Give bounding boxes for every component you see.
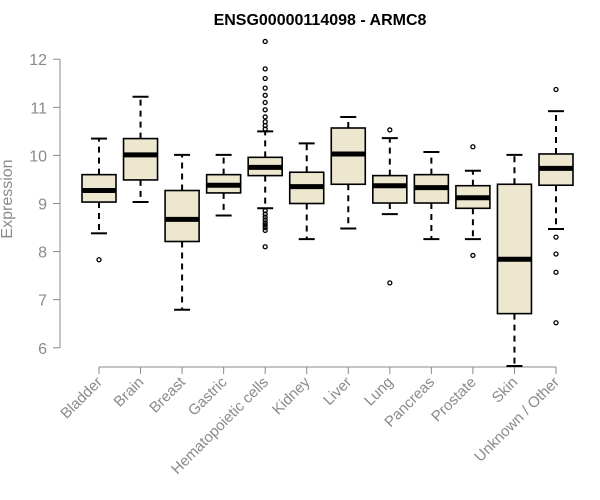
y-tick-label: 9 bbox=[38, 197, 47, 214]
x-tick-label: Skin bbox=[489, 374, 522, 407]
chart-title: ENSG00000114098 - ARMC8 bbox=[214, 12, 427, 29]
outlier-point bbox=[262, 92, 268, 98]
x-tick-label: Liver bbox=[320, 374, 355, 409]
outlier-point bbox=[262, 244, 268, 250]
y-tick-label: 6 bbox=[38, 341, 47, 358]
outlier-point bbox=[262, 217, 268, 223]
box-group bbox=[330, 115, 367, 230]
x-tick-label: Lung bbox=[361, 374, 397, 410]
outlier-point bbox=[553, 234, 559, 240]
outlier-point bbox=[262, 107, 268, 113]
outlier-point bbox=[262, 220, 268, 226]
outlier-point bbox=[262, 38, 268, 45]
outlier-point bbox=[387, 127, 393, 133]
outlier-point bbox=[262, 214, 268, 220]
boxes bbox=[81, 38, 574, 368]
box-group bbox=[496, 153, 533, 368]
outlier-point bbox=[553, 269, 559, 275]
outlier-point bbox=[262, 75, 268, 82]
x-tick-label: Brain bbox=[111, 374, 148, 411]
outlier-point bbox=[553, 251, 559, 257]
y-axis-label: Expression bbox=[0, 159, 16, 238]
outlier-point bbox=[470, 144, 476, 150]
x-tick-label: Bladder bbox=[57, 374, 106, 423]
box bbox=[496, 183, 533, 315]
box-group bbox=[81, 137, 117, 263]
y-tick-label: 12 bbox=[29, 52, 47, 69]
box-group bbox=[205, 153, 242, 217]
outlier-point bbox=[553, 320, 559, 326]
box-group bbox=[455, 144, 491, 259]
box-group bbox=[413, 151, 450, 241]
outlier-point bbox=[262, 99, 268, 106]
x-tick-label: Breast bbox=[146, 373, 189, 416]
box-group bbox=[122, 95, 159, 204]
outlier-point bbox=[553, 86, 559, 93]
outlier-point bbox=[262, 222, 268, 228]
outlier-point bbox=[96, 257, 102, 263]
outlier-point bbox=[387, 280, 393, 286]
y-tick-label: 8 bbox=[38, 245, 47, 262]
y-axis: 6 7 8 9 10 11 12 bbox=[29, 52, 61, 358]
x-tick-label: Prostate bbox=[428, 374, 480, 426]
box-group bbox=[247, 38, 283, 250]
outlier-point bbox=[262, 211, 268, 217]
x-tick-label: Kidney bbox=[269, 373, 314, 418]
outlier-point bbox=[262, 227, 268, 234]
outlier-point bbox=[262, 114, 268, 120]
outlier-point bbox=[262, 85, 268, 91]
outlier-point bbox=[470, 252, 476, 259]
box-group bbox=[538, 86, 574, 326]
box-group bbox=[164, 153, 200, 311]
y-tick-label: 11 bbox=[30, 100, 47, 117]
box bbox=[372, 174, 408, 204]
box bbox=[164, 189, 200, 243]
y-tick-label: 7 bbox=[38, 293, 47, 310]
outlier-point bbox=[262, 224, 268, 231]
box-group bbox=[372, 127, 408, 286]
box bbox=[122, 137, 159, 181]
box-group bbox=[288, 142, 325, 241]
outlier-point bbox=[262, 66, 268, 72]
outlier-point bbox=[262, 126, 268, 132]
y-tick-label: 10 bbox=[29, 148, 47, 165]
